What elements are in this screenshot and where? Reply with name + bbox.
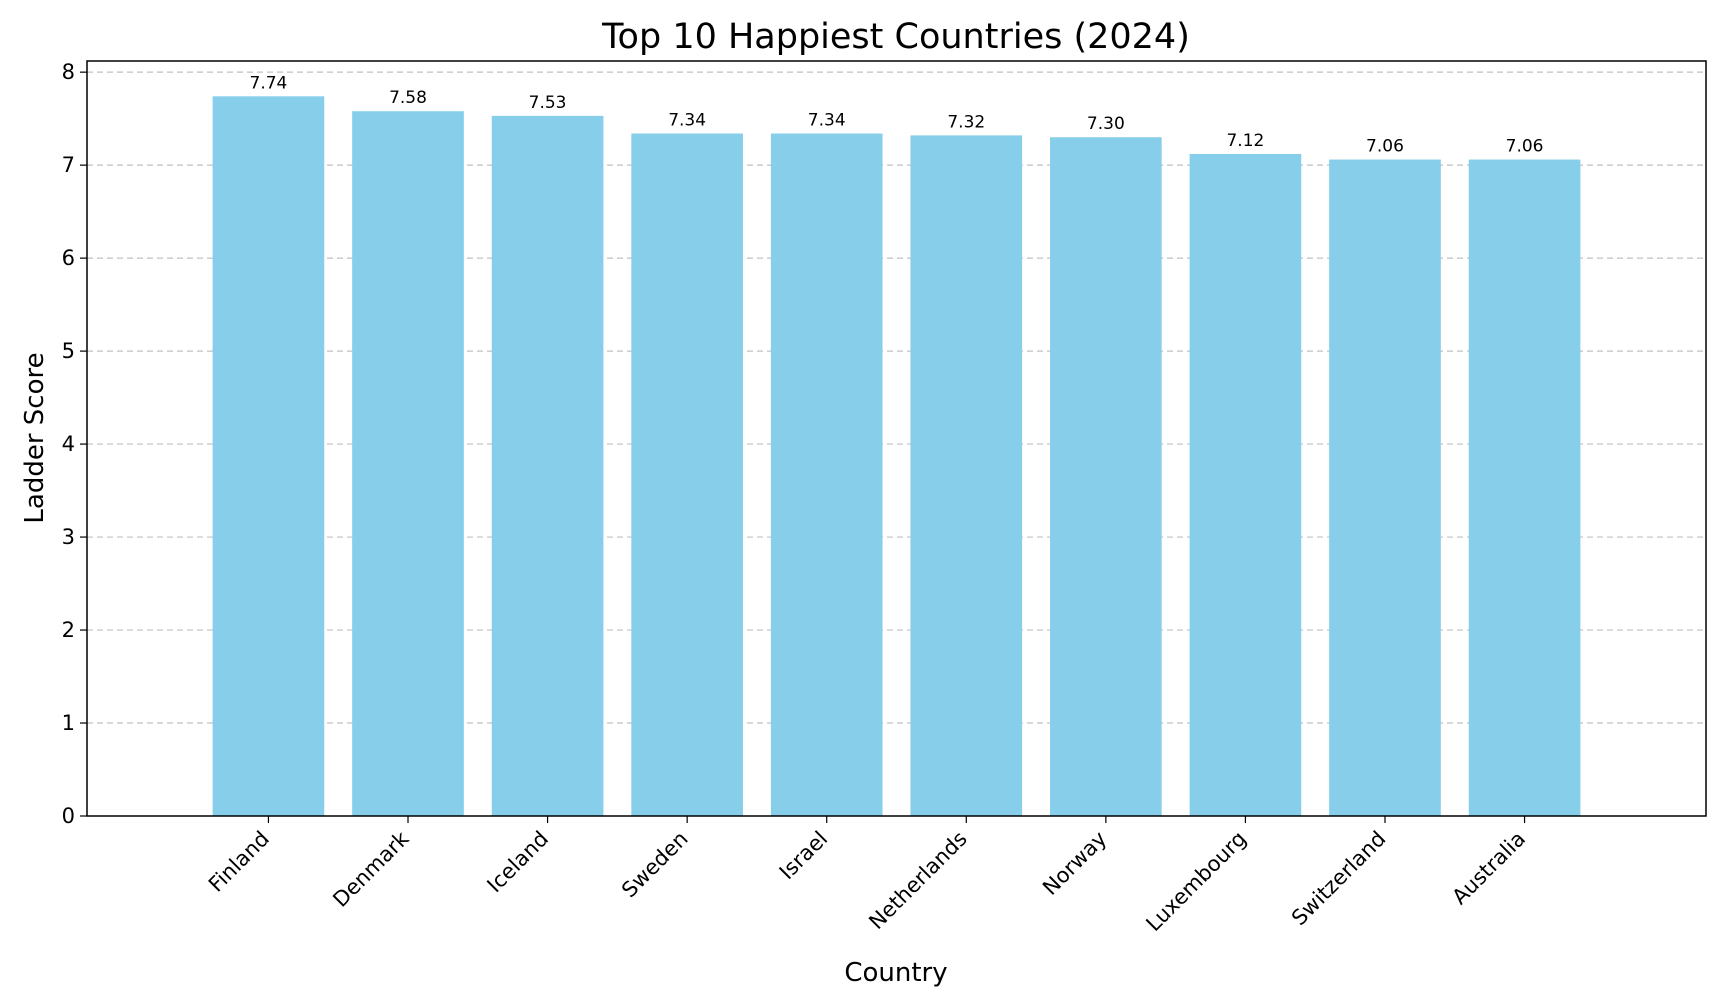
bars (212, 96, 1581, 817)
bar-finland (212, 96, 325, 816)
data-label: 7.34 (668, 111, 706, 131)
gridlines (87, 71, 1706, 724)
data-label: 7.32 (947, 112, 985, 132)
y-tick-label: 7 (62, 153, 75, 177)
bar-israel (770, 133, 883, 816)
data-label: 7.53 (529, 93, 567, 113)
y-tick-label: 4 (62, 432, 75, 456)
x-tick-label: Luxembourg (1141, 827, 1251, 937)
plot-frame (86, 60, 1707, 817)
x-tick-label: Israel (775, 827, 833, 885)
bar-iceland (491, 115, 604, 816)
x-tick-label: Netherlands (864, 827, 971, 934)
bar-australia (1468, 159, 1581, 817)
x-tick-label: Norway (1038, 827, 1111, 900)
x-tick-label: Sweden (617, 827, 693, 903)
data-label: 7.06 (1506, 137, 1544, 157)
x-tick-label: Iceland (482, 827, 553, 898)
x-tick-label: Finland (204, 827, 274, 897)
y-tick-label: 6 (62, 246, 75, 270)
y-tick-label: 1 (62, 711, 75, 735)
y-axis-label: Ladder Score (20, 352, 50, 523)
bar-switzerland (1329, 159, 1441, 817)
x-tick-label: Switzerland (1287, 827, 1391, 931)
y-tick-label: 2 (62, 618, 75, 642)
bar-sweden (631, 133, 743, 816)
data-label: 7.30 (1087, 114, 1125, 134)
data-label: 7.74 (250, 73, 288, 93)
bar-denmark (352, 111, 464, 817)
data-label: 7.12 (1226, 131, 1264, 151)
y-tick-label: 0 (62, 804, 75, 828)
x-tick-label: Denmark (328, 826, 414, 912)
x-axis-ticks: Finland Denmark Iceland Sweden Israel Netherl… (204, 816, 1530, 936)
bar-norway (1050, 137, 1162, 816)
bar-luxembourg (1189, 153, 1302, 817)
y-tick-label: 8 (62, 60, 75, 84)
x-tick-label: Australia (1447, 827, 1530, 910)
data-label: 7.58 (389, 88, 427, 108)
y-tick-label: 3 (62, 525, 75, 549)
data-label: 7.06 (1366, 137, 1404, 157)
x-axis-label: Country (844, 958, 947, 988)
y-axis-ticks: 0 1 2 3 4 5 6 7 8 (62, 60, 87, 828)
data-label: 7.34 (808, 111, 846, 131)
bar-netherlands (910, 135, 1023, 817)
data-labels: 7.74 7.58 7.53 7.34 7.34 7.32 7.30 7.12 7.06 7.06 (250, 73, 1544, 156)
chart-title: Top 10 Happiest Countries (2024) (601, 17, 1190, 57)
y-tick-label: 5 (62, 339, 75, 363)
